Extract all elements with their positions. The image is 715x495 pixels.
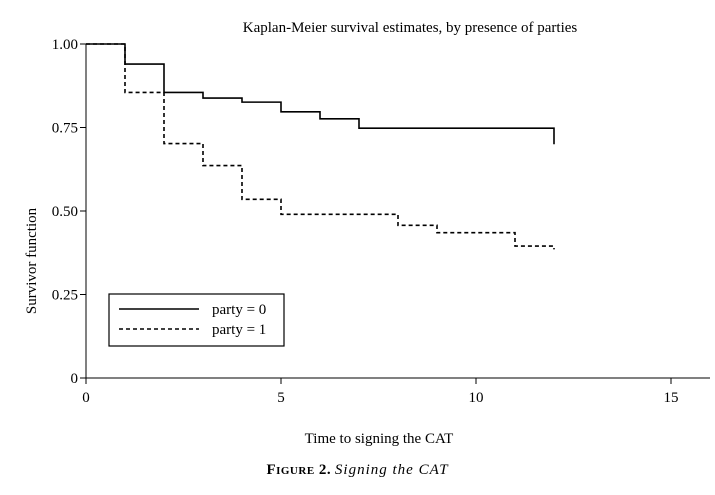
axes: 0 5 10 15 0 0.25 0.50 0.75 1.00	[52, 37, 710, 406]
caption-text: Signing the CAT	[334, 462, 449, 478]
figure-caption: Figure 2. Signing the CAT	[0, 462, 715, 479]
series-0-line	[86, 43, 555, 145]
legend-label: party = 1	[212, 322, 266, 338]
legend: party = 0 party = 1	[108, 293, 285, 347]
chart-title: Kaplan-Meier survival estimates, by pres…	[243, 20, 578, 36]
y-axis-title: Survivor function	[24, 207, 40, 314]
x-tick-label: 5	[277, 390, 285, 406]
km-chart: Kaplan-Meier survival estimates, by pres…	[24, 20, 710, 447]
series-layer	[86, 43, 555, 250]
y-tick-label: 0.75	[52, 121, 78, 137]
x-tick-label: 0	[82, 390, 90, 406]
y-tick-label: 0.25	[52, 288, 78, 304]
x-axis-title: Time to signing the CAT	[305, 431, 454, 447]
legend-label: party = 0	[212, 302, 266, 318]
x-tick-label: 10	[469, 390, 484, 406]
series-1-line	[86, 43, 555, 250]
y-tick-label: 0.50	[52, 204, 78, 220]
x-tick-label: 15	[664, 390, 679, 406]
caption-label: Figure 2.	[266, 462, 332, 478]
legend-box	[108, 293, 285, 347]
y-tick-label: 1.00	[52, 37, 78, 53]
y-tick-label: 0	[71, 371, 79, 387]
